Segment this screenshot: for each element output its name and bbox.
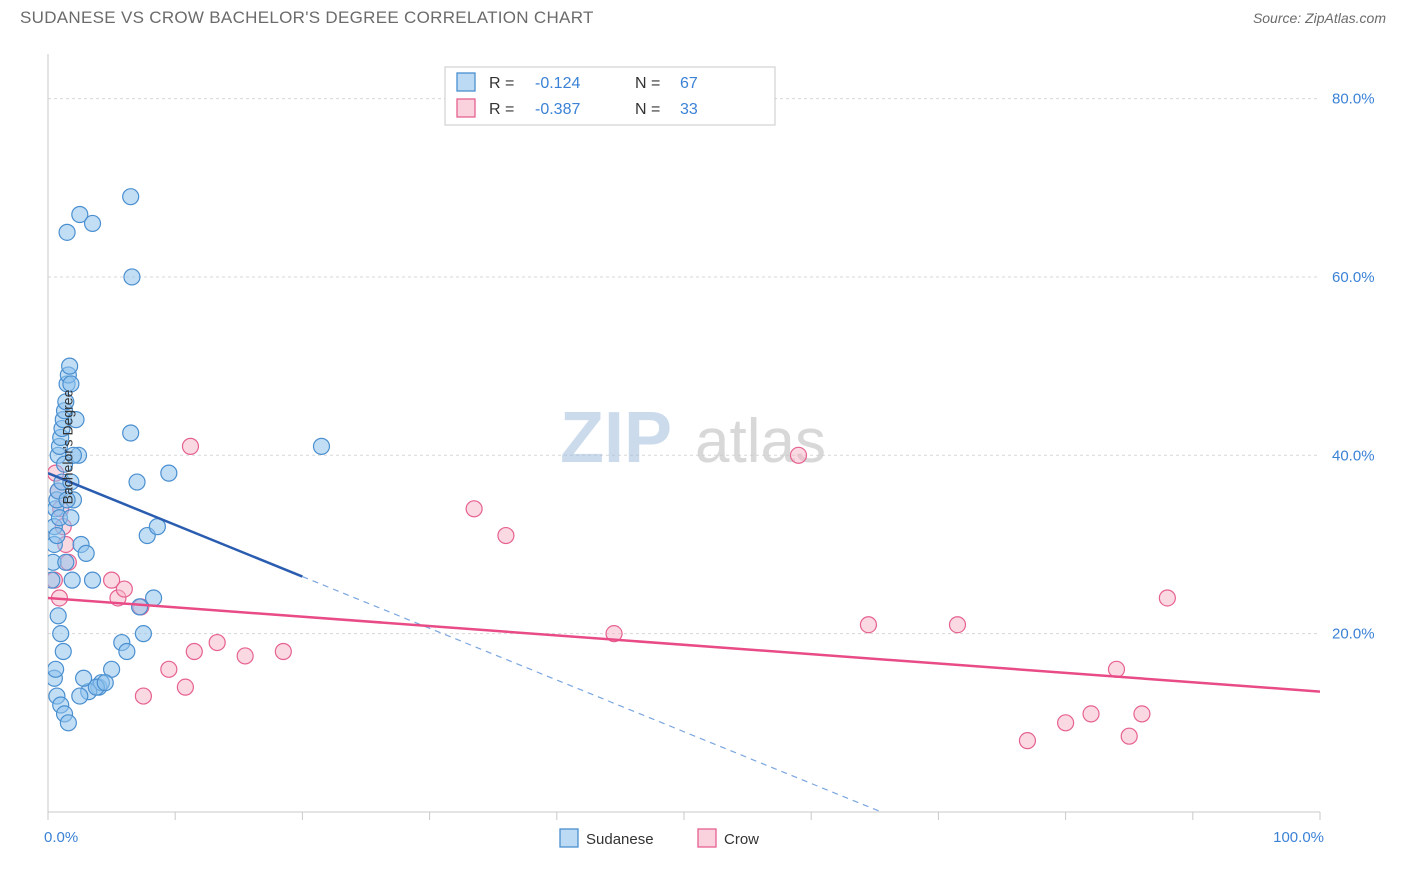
svg-text:100.0%: 100.0% xyxy=(1273,829,1324,846)
svg-text:Sudanese: Sudanese xyxy=(586,831,654,848)
svg-text:R =: R = xyxy=(489,101,514,118)
chart-title: SUDANESE VS CROW BACHELOR'S DEGREE CORRE… xyxy=(20,8,594,28)
svg-text:67: 67 xyxy=(680,75,698,92)
svg-text:-0.124: -0.124 xyxy=(535,75,580,92)
svg-text:0.0%: 0.0% xyxy=(44,829,78,846)
svg-text:N =: N = xyxy=(635,101,660,118)
scatter-chart: 20.0% 40.0% 60.0% 80.0% 0.0% 100.0% ZIP atlas R … xyxy=(0,32,1406,862)
svg-text:80.0%: 80.0% xyxy=(1332,91,1375,108)
svg-text:-0.387: -0.387 xyxy=(535,101,580,118)
svg-text:N =: N = xyxy=(635,75,660,92)
y-axis-label: Bachelor's Degree xyxy=(59,390,75,505)
svg-text:ZIP: ZIP xyxy=(560,398,672,478)
svg-text:40.0%: 40.0% xyxy=(1332,447,1375,464)
svg-text:R =: R = xyxy=(489,75,514,92)
source-attribution: Source: ZipAtlas.com xyxy=(1253,10,1386,26)
svg-text:atlas: atlas xyxy=(695,407,826,476)
svg-text:60.0%: 60.0% xyxy=(1332,269,1375,286)
svg-text:Crow: Crow xyxy=(724,831,759,848)
svg-text:20.0%: 20.0% xyxy=(1332,626,1375,643)
svg-text:33: 33 xyxy=(680,101,698,118)
chart-container: Bachelor's Degree 20.0% 40.0% 60.0% 80.0% 0.… xyxy=(0,32,1406,862)
